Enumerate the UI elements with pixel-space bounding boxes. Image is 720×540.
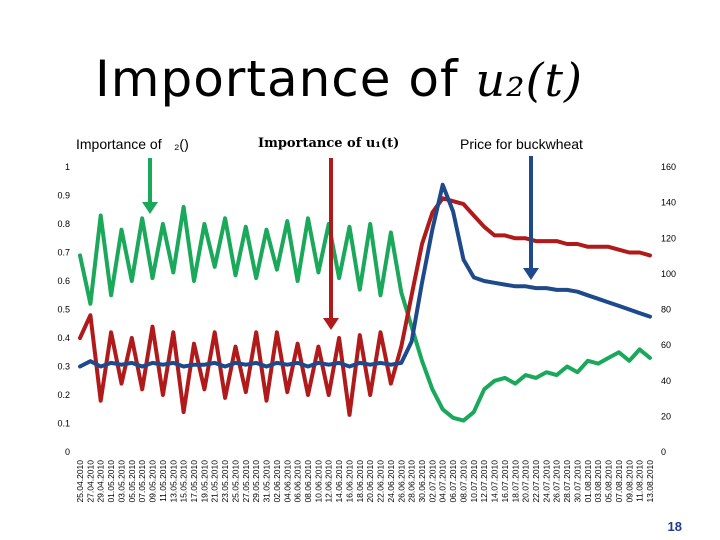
x-tick-label: 17.05.2010: [189, 460, 199, 503]
y-left-tick-label: 1: [65, 162, 70, 172]
x-tick-label: 24.06.2010: [386, 460, 396, 503]
series-line-2: [80, 185, 650, 367]
annotation-u2-arrow-head: [142, 202, 158, 214]
x-tick-label: 28.07.2010: [562, 460, 572, 503]
x-tick-label: 19.05.2010: [199, 460, 209, 503]
x-tick-label: 11.08.2010: [635, 460, 645, 502]
x-tick-label: 09.05.2010: [148, 460, 158, 503]
x-tick-label: 01.05.2010: [106, 460, 116, 503]
y-right-tick-label: 60: [661, 340, 671, 350]
x-tick-label: 05.08.2010: [604, 460, 614, 503]
x-tick-label: 07.05.2010: [137, 460, 147, 503]
y-left-tick-label: 0.4: [57, 333, 70, 343]
y-left-tick-label: 0.1: [57, 419, 70, 429]
x-tick-label: 11.05.2010: [158, 460, 168, 502]
x-tick-label: 20.07.2010: [521, 460, 531, 503]
x-tick-label: 27.05.2010: [241, 460, 251, 503]
x-tick-label: 02.07.2010: [427, 460, 437, 503]
x-tick-label: 09.08.2010: [624, 460, 634, 503]
x-tick-label: 16.06.2010: [344, 460, 354, 503]
y-right-tick-label: 80: [661, 305, 671, 315]
x-tick-label: 07.08.2010: [614, 460, 624, 503]
x-tick-label: 20.06.2010: [365, 460, 375, 503]
x-tick-label: 24.07.2010: [541, 460, 551, 503]
x-tick-label: 16.07.2010: [500, 460, 510, 503]
x-tick-label: 15.05.2010: [179, 460, 189, 503]
x-tick-label: 13.05.2010: [168, 460, 178, 503]
x-tick-label: 04.06.2010: [282, 460, 292, 503]
y-right-tick-label: 40: [661, 376, 671, 386]
x-tick-label: 23.05.2010: [220, 460, 230, 503]
x-tick-label: 03.08.2010: [593, 460, 603, 503]
y-left-tick-label: 0.7: [57, 248, 70, 258]
x-tick-label: 04.07.2010: [438, 460, 448, 503]
y-left-tick-label: 0.8: [57, 219, 70, 229]
page-number: 18: [668, 519, 682, 534]
x-tick-label: 26.06.2010: [396, 460, 406, 503]
x-tick-label: 29.04.2010: [96, 460, 106, 503]
y-left-tick-label: 0.2: [57, 390, 70, 400]
x-tick-label: 02.06.2010: [272, 460, 282, 503]
x-tick-label: 27.04.2010: [85, 460, 95, 503]
x-tick-label: 03.05.2010: [116, 460, 126, 503]
x-tick-label: 13.08.2010: [645, 460, 655, 503]
x-tick-label: 22.07.2010: [531, 460, 541, 503]
x-tick-label: 10.07.2010: [469, 460, 479, 503]
y-left-tick-label: 0: [65, 447, 70, 457]
x-tick-label: 18.06.2010: [355, 460, 365, 503]
x-tick-label: 30.07.2010: [572, 460, 582, 503]
x-tick-label: 14.07.2010: [490, 460, 500, 503]
x-tick-label: 29.05.2010: [251, 460, 261, 503]
x-tick-label: 12.06.2010: [324, 460, 334, 503]
x-tick-label: 05.05.2010: [127, 460, 137, 503]
y-right-tick-label: 100: [661, 269, 676, 279]
x-tick-label: 08.07.2010: [458, 460, 468, 503]
x-tick-label: 31.05.2010: [262, 460, 272, 503]
x-tick-label: 25.05.2010: [230, 460, 240, 503]
y-right-tick-label: 120: [661, 233, 676, 243]
y-right-tick-label: 0: [661, 447, 666, 457]
y-right-tick-label: 160: [661, 162, 676, 172]
x-tick-label: 18.07.2010: [510, 460, 520, 503]
y-left-tick-label: 0.6: [57, 276, 70, 286]
y-left-tick-label: 0.9: [57, 191, 70, 201]
x-tick-label: 30.06.2010: [417, 460, 427, 503]
x-tick-label: 12.07.2010: [479, 460, 489, 503]
x-tick-label: 22.06.2010: [376, 460, 386, 503]
y-left-tick-label: 0.3: [57, 362, 70, 372]
x-tick-label: 14.06.2010: [334, 460, 344, 503]
x-tick-label: 08.06.2010: [303, 460, 313, 503]
annotation-price-arrow-head: [523, 268, 539, 280]
x-tick-label: 06.06.2010: [293, 460, 303, 503]
x-tick-label: 06.07.2010: [448, 460, 458, 503]
x-tick-label: 10.06.2010: [313, 460, 323, 503]
x-tick-label: 28.06.2010: [407, 460, 417, 503]
x-tick-label: 01.08.2010: [583, 460, 593, 503]
y-left-tick-label: 0.5: [57, 305, 70, 315]
x-tick-label: 25.04.2010: [75, 460, 85, 503]
y-right-tick-label: 140: [661, 198, 676, 208]
annotation-u1-arrow-head: [323, 318, 339, 330]
x-tick-label: 21.05.2010: [210, 460, 220, 503]
y-right-tick-label: 20: [661, 411, 671, 421]
x-tick-label: 26.07.2010: [552, 460, 562, 503]
